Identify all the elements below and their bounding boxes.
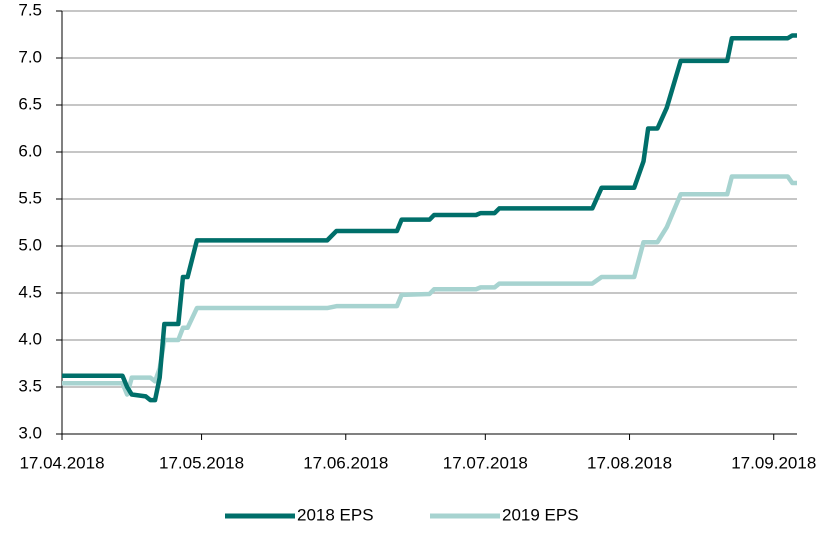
y-tick-label: 5.0 (18, 235, 42, 254)
y-tick-label: 7.5 (18, 0, 42, 19)
x-tick-label: 17.08.2018 (587, 453, 672, 472)
y-tick-label: 5.5 (18, 188, 42, 207)
series-line (62, 174, 797, 397)
legend-label: 2018 EPS (297, 505, 374, 524)
y-tick-label: 7.0 (18, 47, 42, 66)
x-tick-label: 17.06.2018 (303, 453, 388, 472)
x-tick-label: 17.07.2018 (443, 453, 528, 472)
x-tick-label: 17.05.2018 (159, 453, 244, 472)
y-tick-label: 3.5 (18, 376, 42, 395)
x-tick-label: 17.04.2018 (19, 453, 104, 472)
y-tick-label: 4.5 (18, 282, 42, 301)
y-tick-label: 3.0 (18, 423, 42, 442)
legend-label: 2019 EPS (502, 505, 579, 524)
series-line (62, 33, 797, 403)
y-tick-label: 6.5 (18, 94, 42, 113)
y-tick-label: 6.0 (18, 141, 42, 160)
y-tick-label: 4.0 (18, 329, 42, 348)
x-tick-label: 17.09.2018 (731, 453, 816, 472)
